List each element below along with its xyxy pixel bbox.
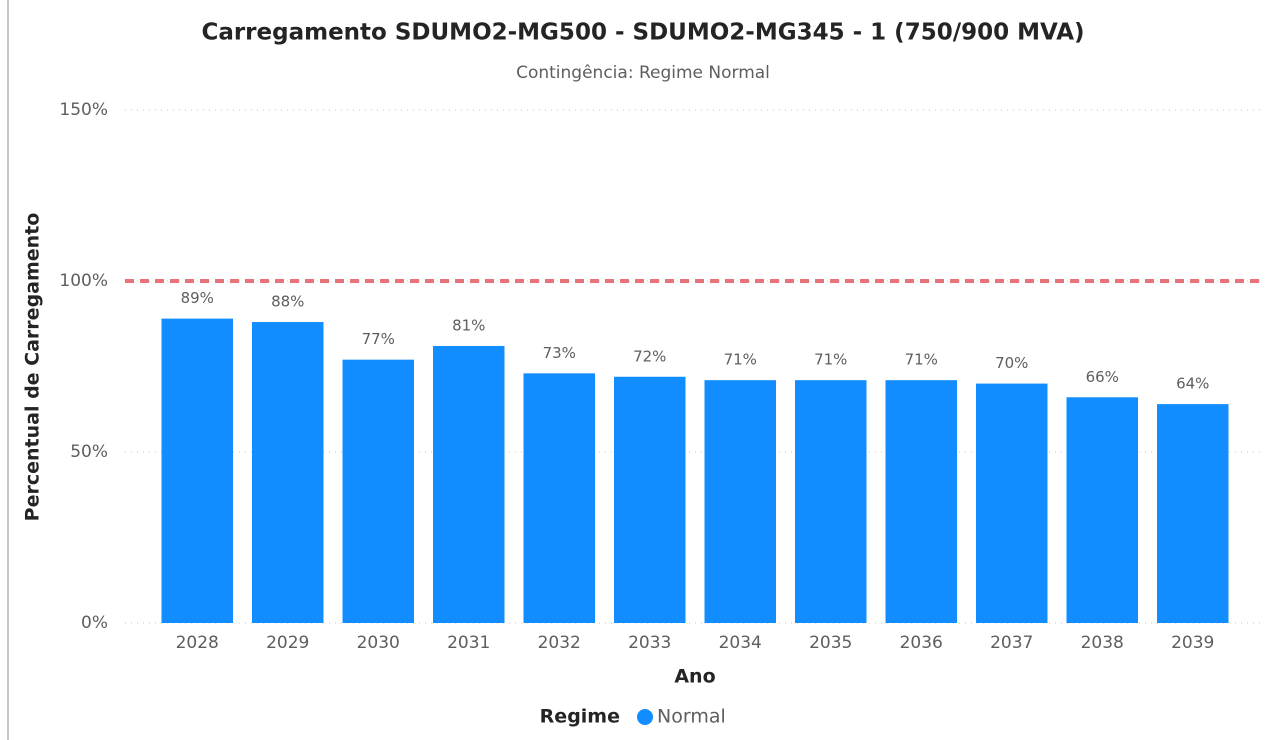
- bar: [1066, 397, 1138, 623]
- legend-title: Regime: [540, 706, 620, 728]
- data-label: 70%: [995, 354, 1028, 372]
- data-label: 66%: [1086, 368, 1119, 386]
- y-tick-label: 150%: [59, 100, 108, 120]
- data-label: 71%: [905, 351, 938, 369]
- data-label: 71%: [814, 351, 847, 369]
- x-tick-label: 2034: [719, 633, 762, 653]
- data-label: 72%: [633, 347, 666, 365]
- bar: [1157, 404, 1229, 623]
- bar: [976, 383, 1048, 623]
- y-tick-label: 100%: [59, 271, 108, 291]
- data-label: 89%: [181, 289, 214, 307]
- bar: [704, 380, 776, 623]
- bar: [614, 376, 686, 623]
- x-tick-label: 2033: [628, 633, 671, 653]
- bar: [433, 345, 505, 623]
- y-tick-label: 50%: [70, 442, 108, 462]
- data-label: 71%: [724, 351, 757, 369]
- bar: [161, 318, 233, 623]
- x-tick-label: 2031: [447, 633, 490, 653]
- data-label: 64%: [1176, 375, 1209, 393]
- legend-label: Normal: [657, 706, 726, 728]
- y-tick-label: 0%: [81, 613, 108, 633]
- chart-title: Carregamento SDUMO2-MG500 - SDUMO2-MG345…: [201, 20, 1084, 46]
- chart-subtitle: Contingência: Regime Normal: [516, 63, 770, 83]
- x-tick-label: 2035: [809, 633, 852, 653]
- data-label: 73%: [543, 344, 576, 362]
- x-tick-label: 2037: [990, 633, 1033, 653]
- bar: [342, 359, 414, 623]
- data-label: 88%: [271, 293, 304, 311]
- x-tick-label: 2032: [538, 633, 581, 653]
- bar: [795, 380, 867, 623]
- y-axis-title: Percentual de Carregamento: [22, 213, 44, 522]
- x-tick-label: 2039: [1171, 633, 1214, 653]
- x-tick-label: 2036: [900, 633, 943, 653]
- data-label: 77%: [362, 330, 395, 348]
- x-tick-label: 2030: [357, 633, 400, 653]
- bar: [252, 322, 324, 623]
- bar: [885, 380, 957, 623]
- x-tick-label: 2038: [1081, 633, 1124, 653]
- bar: [523, 373, 595, 623]
- legend-marker: [637, 709, 653, 725]
- x-axis-title: Ano: [674, 666, 715, 688]
- x-tick-label: 2028: [176, 633, 219, 653]
- data-label: 81%: [452, 316, 485, 334]
- x-tick-label: 2029: [266, 633, 309, 653]
